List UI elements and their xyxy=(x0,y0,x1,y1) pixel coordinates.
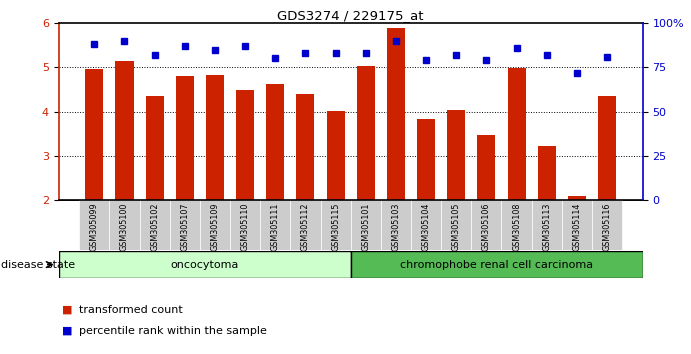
FancyBboxPatch shape xyxy=(261,200,290,250)
Text: GSM305110: GSM305110 xyxy=(240,202,249,251)
Text: percentile rank within the sample: percentile rank within the sample xyxy=(79,326,267,336)
Text: ■: ■ xyxy=(62,326,73,336)
Text: GSM305116: GSM305116 xyxy=(603,202,612,251)
Bar xyxy=(236,90,254,200)
FancyBboxPatch shape xyxy=(411,200,441,250)
Text: GSM305108: GSM305108 xyxy=(512,202,521,251)
Text: chromophobe renal cell carcinoma: chromophobe renal cell carcinoma xyxy=(400,259,593,270)
FancyBboxPatch shape xyxy=(79,200,109,250)
Bar xyxy=(327,110,345,200)
Bar xyxy=(598,96,616,200)
FancyBboxPatch shape xyxy=(140,200,170,250)
Text: oncocytoma: oncocytoma xyxy=(171,259,239,270)
Text: GDS3274 / 229175_at: GDS3274 / 229175_at xyxy=(277,9,424,22)
Bar xyxy=(507,68,526,200)
FancyBboxPatch shape xyxy=(441,200,471,250)
Text: GSM305099: GSM305099 xyxy=(90,202,99,251)
FancyBboxPatch shape xyxy=(502,200,531,250)
Text: GSM305109: GSM305109 xyxy=(211,202,220,251)
Bar xyxy=(115,61,133,200)
Bar xyxy=(538,146,556,200)
Bar xyxy=(568,195,586,200)
Text: GSM305104: GSM305104 xyxy=(422,202,430,251)
Text: GSM305105: GSM305105 xyxy=(452,202,461,251)
FancyBboxPatch shape xyxy=(471,200,502,250)
Bar xyxy=(206,75,224,200)
FancyBboxPatch shape xyxy=(290,200,321,250)
Text: GSM305101: GSM305101 xyxy=(361,202,370,251)
Text: GSM305113: GSM305113 xyxy=(542,202,551,251)
Text: GSM305114: GSM305114 xyxy=(572,202,581,251)
Text: disease state: disease state xyxy=(1,259,75,270)
Text: GSM305115: GSM305115 xyxy=(331,202,340,251)
FancyBboxPatch shape xyxy=(381,200,411,250)
Bar xyxy=(350,251,643,278)
Bar xyxy=(59,251,350,278)
Text: GSM305112: GSM305112 xyxy=(301,202,310,251)
Text: transformed count: transformed count xyxy=(79,305,183,315)
Bar xyxy=(85,69,104,200)
FancyBboxPatch shape xyxy=(562,200,592,250)
Bar xyxy=(176,76,194,200)
FancyBboxPatch shape xyxy=(531,200,562,250)
Text: GSM305100: GSM305100 xyxy=(120,202,129,251)
FancyBboxPatch shape xyxy=(200,200,230,250)
FancyBboxPatch shape xyxy=(230,200,261,250)
Text: GSM305111: GSM305111 xyxy=(271,202,280,251)
Text: GSM305103: GSM305103 xyxy=(391,202,400,251)
Bar xyxy=(296,94,314,200)
Bar xyxy=(146,96,164,200)
FancyBboxPatch shape xyxy=(321,200,350,250)
Bar xyxy=(387,28,405,200)
Bar xyxy=(357,67,375,200)
Bar xyxy=(477,135,495,200)
FancyBboxPatch shape xyxy=(350,200,381,250)
Bar xyxy=(447,110,465,200)
FancyBboxPatch shape xyxy=(592,200,622,250)
FancyBboxPatch shape xyxy=(109,200,140,250)
Bar xyxy=(266,84,284,200)
Text: GSM305106: GSM305106 xyxy=(482,202,491,251)
Text: GSM305107: GSM305107 xyxy=(180,202,189,251)
Bar xyxy=(417,120,435,200)
Text: GSM305102: GSM305102 xyxy=(150,202,159,251)
Text: ■: ■ xyxy=(62,305,73,315)
FancyBboxPatch shape xyxy=(170,200,200,250)
